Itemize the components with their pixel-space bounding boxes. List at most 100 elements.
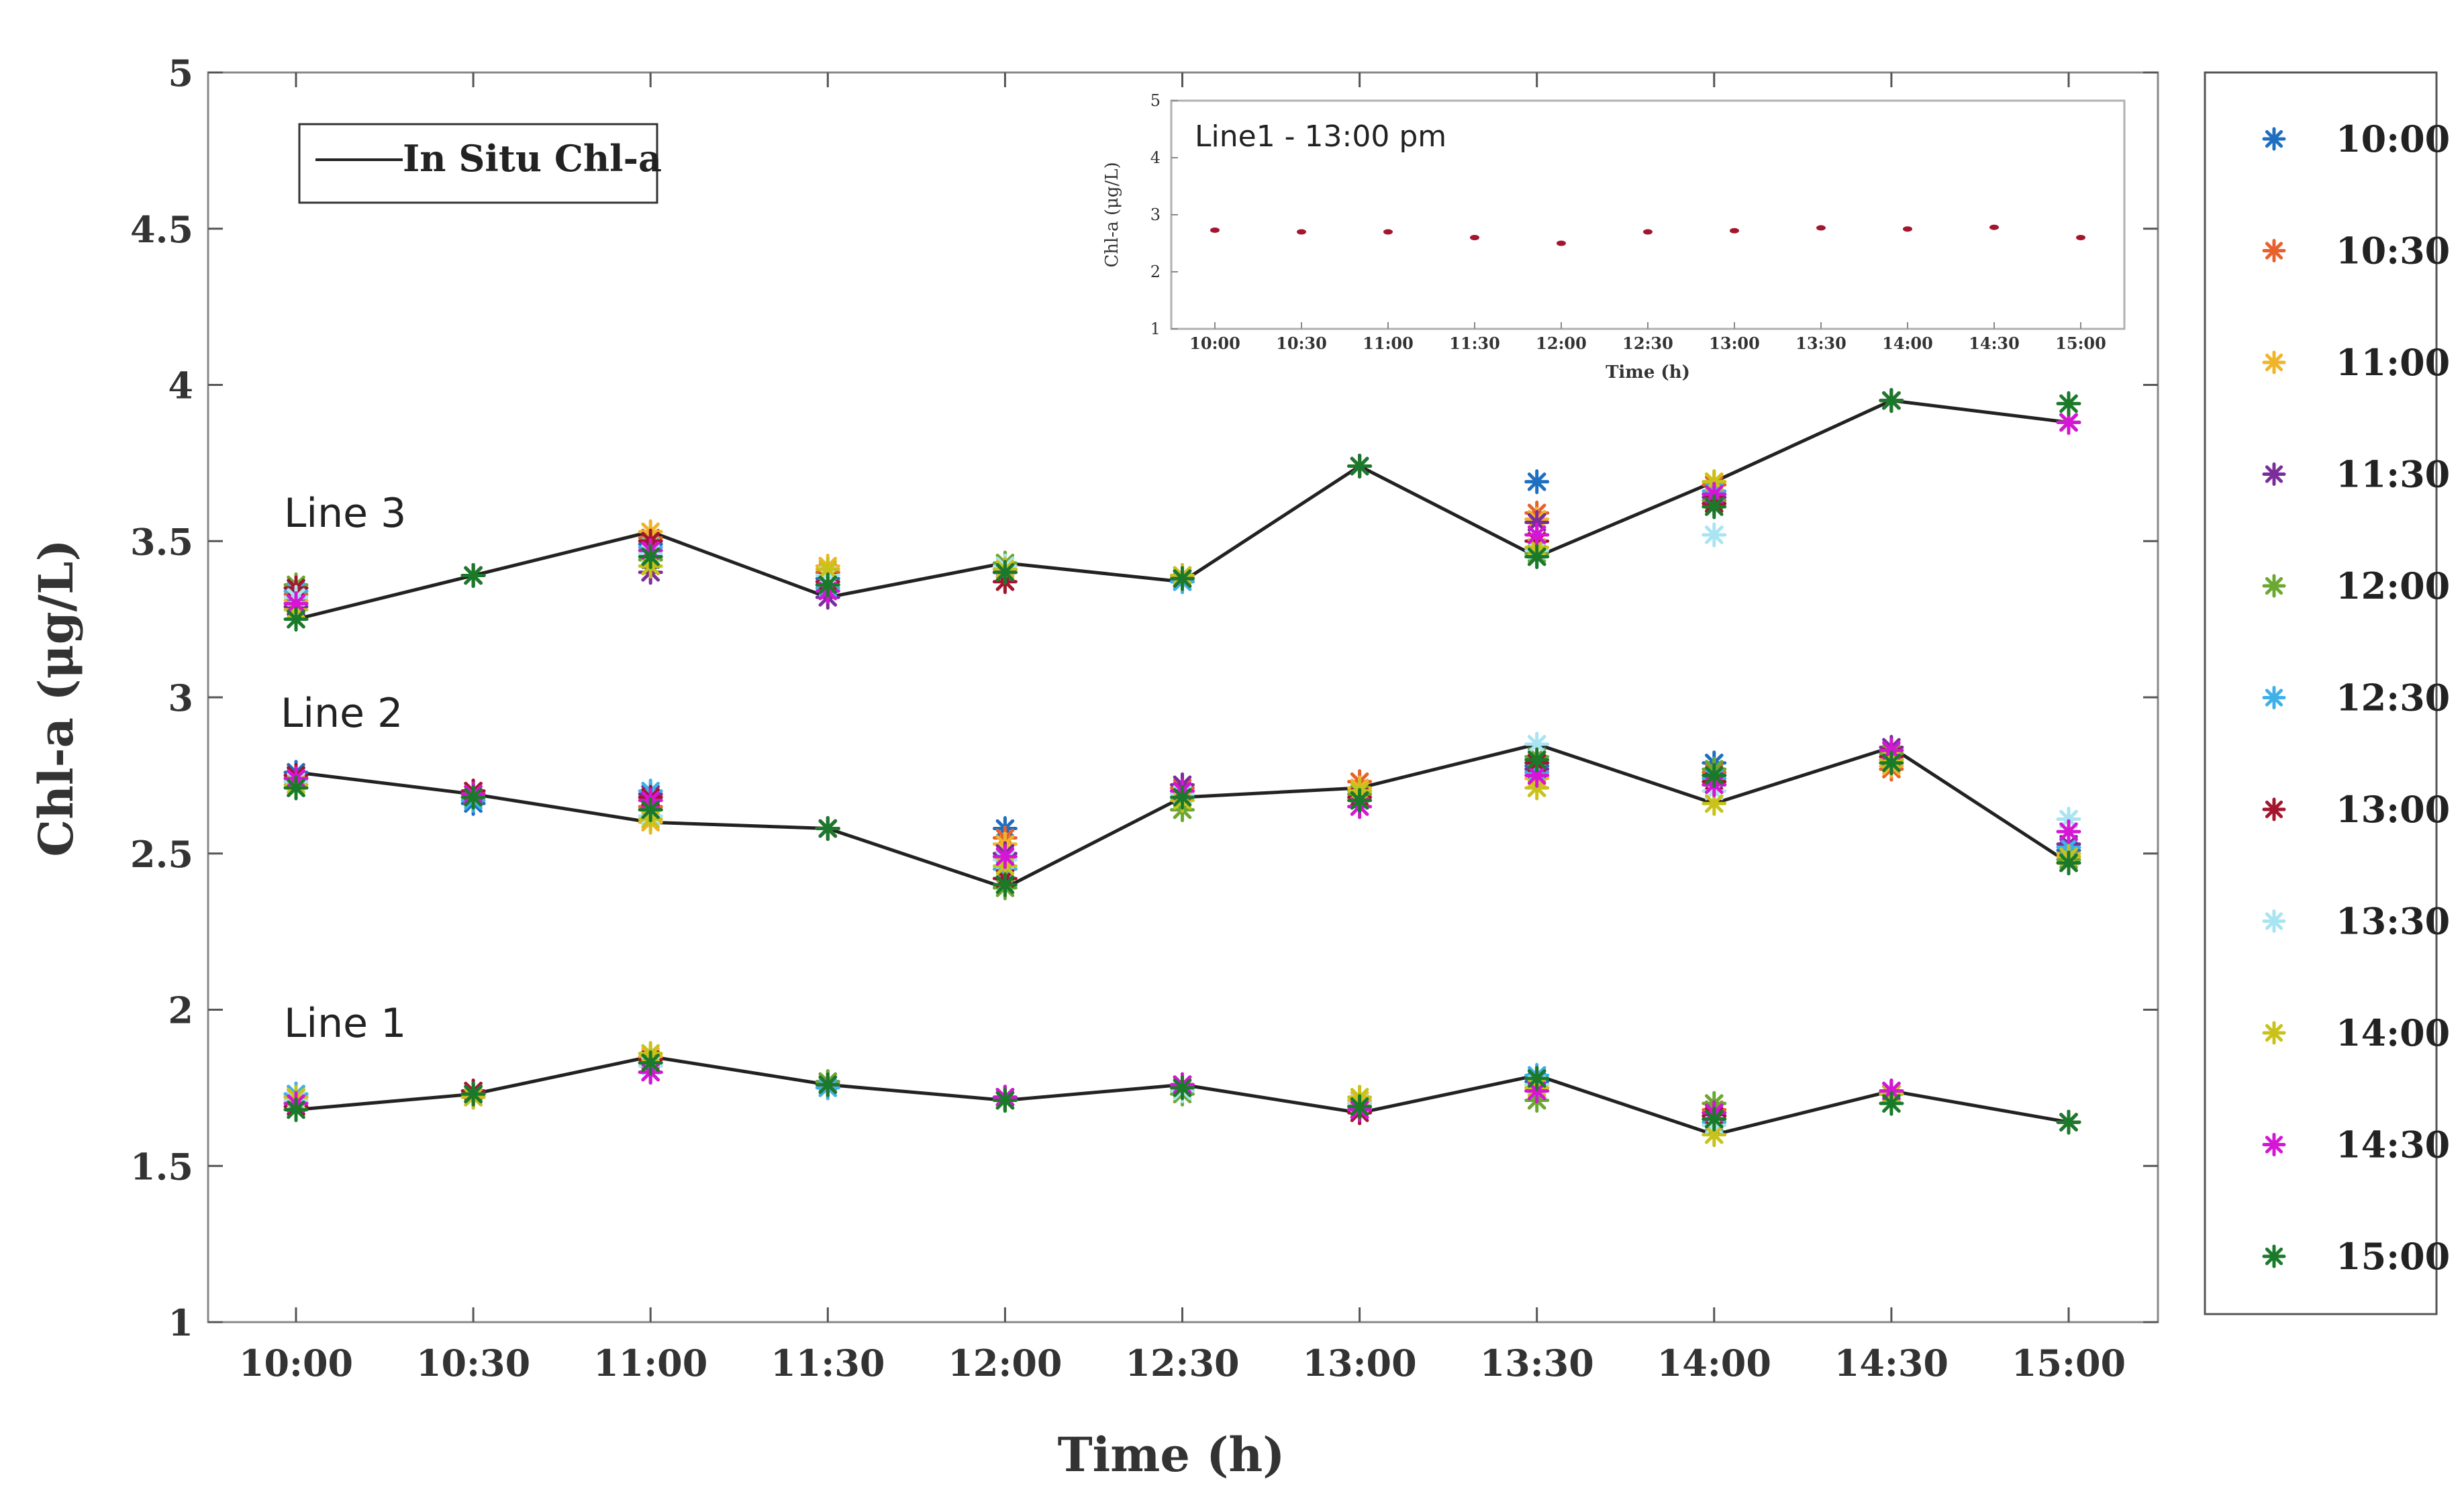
line-label: Line 2 <box>281 690 403 737</box>
inset-point <box>1383 229 1393 235</box>
legend-label: 13:30 <box>2336 900 2450 943</box>
legend-item: 10:30 <box>2262 230 2450 272</box>
legend-label: 14:00 <box>2336 1011 2450 1054</box>
legend-item: 11:30 <box>2262 453 2450 496</box>
inset-point <box>1730 228 1739 234</box>
inset-y-tick-label: 4 <box>1150 148 1161 167</box>
legend-item: 12:00 <box>2262 564 2450 607</box>
predicted-point <box>1879 1091 1904 1116</box>
legend-item: 15:00 <box>2262 1235 2450 1278</box>
inset-points <box>1210 224 2085 246</box>
predicted-point <box>1524 522 1550 548</box>
line-label: Line 3 <box>284 490 406 537</box>
legend-label: 13:00 <box>2336 788 2450 831</box>
series-legend <box>2204 71 2438 1315</box>
inset-x-tick-label: 15:00 <box>2055 334 2106 353</box>
inset-point <box>1470 235 1479 240</box>
predicted-point <box>460 562 486 588</box>
inset-y-tick-label: 5 <box>1150 91 1161 110</box>
legend-label: 11:00 <box>2336 341 2450 384</box>
predicted-point <box>1170 1075 1195 1101</box>
legend-label: 12:30 <box>2336 677 2450 719</box>
predicted-point <box>1702 762 1727 788</box>
predicted-point <box>638 797 663 823</box>
inset-point <box>1210 227 1220 233</box>
inset-y-axis-title: Chl-a (μg/L) <box>1102 162 1122 267</box>
inset-title: Line1 - 13:00 pm <box>1195 119 1446 154</box>
legend-marker <box>2262 1133 2286 1156</box>
x-axis-ticks: 10:00 10:30 11:00 11:30 12:00 12:30 13:00 13:30… <box>239 72 2126 1385</box>
inset-point <box>1816 225 1826 231</box>
inset-x-axis-ticks: 10:00 10:30 11:00 11:30 12:00 12:30 13:00 13:30… <box>1189 322 2106 353</box>
inset-y-axis-ticks: 1 2 3 4 5 <box>1150 91 1178 338</box>
y-tick-label: 4.5 <box>130 208 193 251</box>
predicted-point <box>2056 850 2081 876</box>
legend-item: 14:00 <box>2262 1011 2450 1054</box>
predicted-point <box>1879 750 1904 776</box>
inset-y-tick-label: 1 <box>1150 319 1161 338</box>
predicted-point <box>1524 469 1550 495</box>
x-tick-label: 11:00 <box>593 1342 707 1385</box>
in-situ-legend: In Situ Chl-a <box>298 123 662 204</box>
predicted-point <box>283 1097 309 1122</box>
legend-marker <box>2262 350 2286 374</box>
inset-point <box>1557 240 1566 246</box>
predicted-point <box>1347 1094 1373 1119</box>
inset-point <box>1989 224 1999 230</box>
legend-item: 12:30 <box>2262 677 2450 719</box>
inset-point <box>1297 229 1306 235</box>
legend-item: 13:00 <box>2262 788 2450 831</box>
inset-x-tick-label: 14:00 <box>1882 334 1933 353</box>
legend-label: 15:00 <box>2336 1235 2450 1278</box>
predicted-point <box>1170 785 1195 810</box>
x-tick-label: 10:30 <box>416 1342 530 1385</box>
legend-marker <box>2262 797 2286 821</box>
x-tick-label: 13:00 <box>1302 1342 1416 1385</box>
inset-y-tick-label: 2 <box>1150 262 1161 281</box>
inset-point <box>1903 226 1912 232</box>
legend-marker <box>2262 574 2286 598</box>
predicted-point <box>1524 1066 1550 1091</box>
y-tick-label: 3 <box>168 677 193 719</box>
x-axis-title: Time (h) <box>1058 1427 1285 1483</box>
line-label: Line 1 <box>284 1000 406 1047</box>
line-labels: Line 1 Line 2 Line 3 <box>281 490 406 1047</box>
predicted-point <box>283 775 309 801</box>
predicted-point <box>1702 1106 1727 1132</box>
legend-marker <box>2262 1244 2286 1268</box>
predicted-point <box>815 816 840 842</box>
predicted-point <box>638 544 663 570</box>
predicted-point <box>1347 454 1373 479</box>
inset-x-tick-label: 13:30 <box>1795 334 1846 353</box>
predicted-point <box>1524 762 1550 788</box>
y-axis-ticks: 1 1.5 2 2.5 3 3.5 4 4.5 5 <box>130 52 2158 1344</box>
legend-label: 10:30 <box>2336 230 2450 272</box>
inset-x-tick-label: 12:30 <box>1622 334 1673 353</box>
predicted-point <box>460 1081 486 1107</box>
predicted-point <box>1524 747 1550 772</box>
predicted-point <box>1702 494 1727 519</box>
predicted-point <box>1524 544 1550 570</box>
inset-x-tick-label: 12:00 <box>1536 334 1587 353</box>
predicted-point <box>992 844 1018 869</box>
x-tick-label: 15:00 <box>2012 1342 2126 1385</box>
x-tick-label: 14:30 <box>1834 1342 1949 1385</box>
predicted-point <box>638 1050 663 1076</box>
predicted-point <box>283 607 309 632</box>
inset-x-tick-label: 10:00 <box>1189 334 1240 353</box>
inset-chart: Line1 - 13:00 pm 1 2 3 4 5 10:00 10:30 11:00 11… <box>1102 91 2126 383</box>
legend-marker <box>2262 239 2286 262</box>
legend-marker <box>2262 1021 2286 1045</box>
inset-x-tick-label: 14:30 <box>1969 334 2020 353</box>
legend-item: 14:30 <box>2262 1123 2450 1166</box>
inset-point <box>1643 229 1653 235</box>
inset-x-tick-label: 10:30 <box>1276 334 1327 353</box>
legend-label: 10:00 <box>2336 117 2450 160</box>
legend-label: 11:30 <box>2336 453 2450 496</box>
x-tick-label: 12:30 <box>1125 1342 1239 1385</box>
predicted-point <box>815 556 840 582</box>
predicted-point <box>1347 788 1373 813</box>
legend-marker <box>2262 686 2286 709</box>
x-tick-label: 13:30 <box>1480 1342 1594 1385</box>
